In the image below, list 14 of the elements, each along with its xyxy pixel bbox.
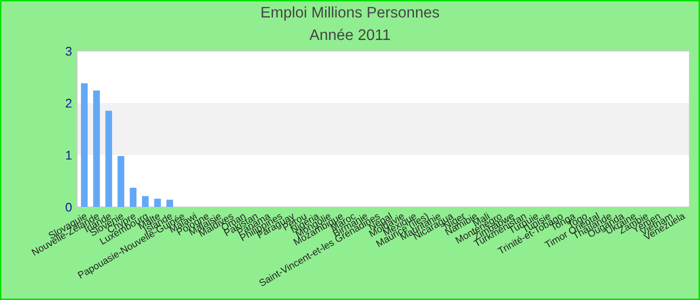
- bar: [130, 188, 136, 207]
- bar: [118, 156, 124, 207]
- y-tick-label: 3: [66, 46, 72, 56]
- bar: [105, 110, 112, 207]
- y-tick-label: 0: [66, 202, 72, 212]
- chart-title: Emploi Millions Personnes: [262, 6, 440, 21]
- bar: [154, 198, 161, 207]
- bar: [166, 200, 174, 207]
- bar: [93, 90, 100, 207]
- bar: [80, 83, 88, 207]
- y-tick-label: 2: [66, 98, 72, 108]
- bar: [142, 196, 149, 207]
- y-tick-label: 1: [66, 150, 72, 160]
- chart-subtitle: Année 2011: [309, 28, 390, 40]
